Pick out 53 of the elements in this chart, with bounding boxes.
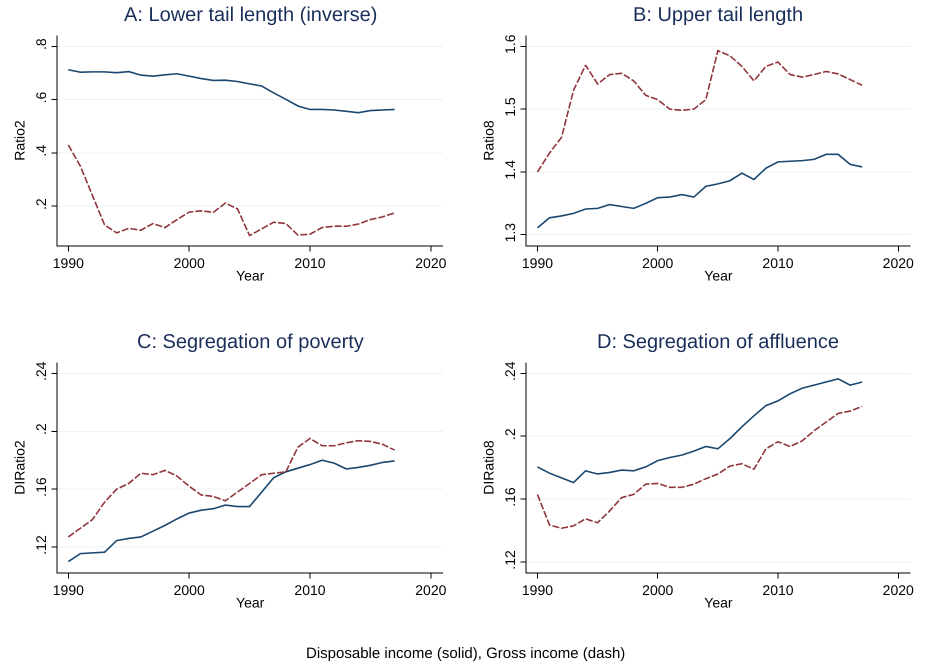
- y-tick-label: 1.3: [502, 222, 518, 242]
- x-axis-title: Year: [704, 268, 733, 284]
- line-series: [536, 154, 863, 229]
- x-tick-label: 2010: [294, 582, 326, 598]
- x-tick-label: 2000: [642, 582, 674, 598]
- chart-title: A: Lower tail length (inverse): [124, 4, 378, 26]
- y-axis-title: DIRatio2: [11, 440, 28, 495]
- x-tick-label: 2020: [882, 582, 914, 598]
- y-tick-label: .4: [32, 144, 49, 157]
- y-tick-label: .2: [32, 423, 49, 436]
- x-tick-label: 1990: [52, 582, 84, 598]
- text: Disposable income (solid), Gross income (dash): [306, 645, 626, 662]
- line-series: [68, 438, 396, 538]
- chart-title: C: Segregation of poverty: [137, 331, 364, 353]
- y-tick-label: 1.4: [502, 160, 518, 180]
- y-axis-title: DIRatio8: [480, 440, 497, 495]
- x-tick-label: 1990: [522, 582, 554, 598]
- y-tick-label: 1.5: [502, 97, 518, 117]
- y-axis-title: Ratio2: [11, 120, 28, 161]
- y-tick-label: .12: [502, 550, 518, 570]
- y-tick-label: .24: [32, 361, 49, 381]
- y-tick-label: .2: [502, 428, 518, 440]
- y-tick-label: .16: [502, 487, 518, 507]
- x-tick-label: 2020: [415, 255, 447, 272]
- x-tick-label: 2010: [762, 255, 794, 272]
- line-series: [68, 144, 396, 236]
- y-tick-label: .24: [502, 361, 518, 381]
- chart-title: B: Upper tail length: [633, 4, 804, 26]
- line-series: [68, 459, 396, 562]
- x-tick-label: 2020: [882, 255, 914, 272]
- line-series: [536, 50, 863, 173]
- chart-title: D: Segregation of affluence: [597, 331, 840, 353]
- x-tick-label: 2000: [642, 255, 674, 272]
- line-series: [536, 378, 863, 484]
- x-tick-label: 2000: [174, 255, 205, 272]
- y-tick-label: 1.6: [502, 34, 518, 54]
- y-tick-label: .8: [32, 38, 49, 50]
- x-tick-label: 2020: [415, 582, 447, 598]
- y-tick-label: .16: [32, 477, 49, 497]
- x-axis-title: Year: [704, 594, 733, 611]
- x-tick-label: 1990: [522, 255, 554, 272]
- x-tick-label: 2010: [294, 255, 326, 272]
- x-tick-label: 2000: [174, 582, 205, 598]
- x-tick-label: 1990: [52, 255, 84, 272]
- line-series: [68, 68, 396, 114]
- y-tick-label: .6: [32, 91, 49, 104]
- y-tick-label: .12: [32, 535, 49, 555]
- x-axis-title: Year: [236, 268, 265, 284]
- x-axis-title: Year: [236, 594, 265, 611]
- x-tick-label: 2010: [762, 582, 794, 598]
- y-axis-title: Ratio8: [480, 120, 497, 161]
- y-tick-label: .2: [32, 198, 49, 210]
- line-series: [536, 406, 863, 530]
